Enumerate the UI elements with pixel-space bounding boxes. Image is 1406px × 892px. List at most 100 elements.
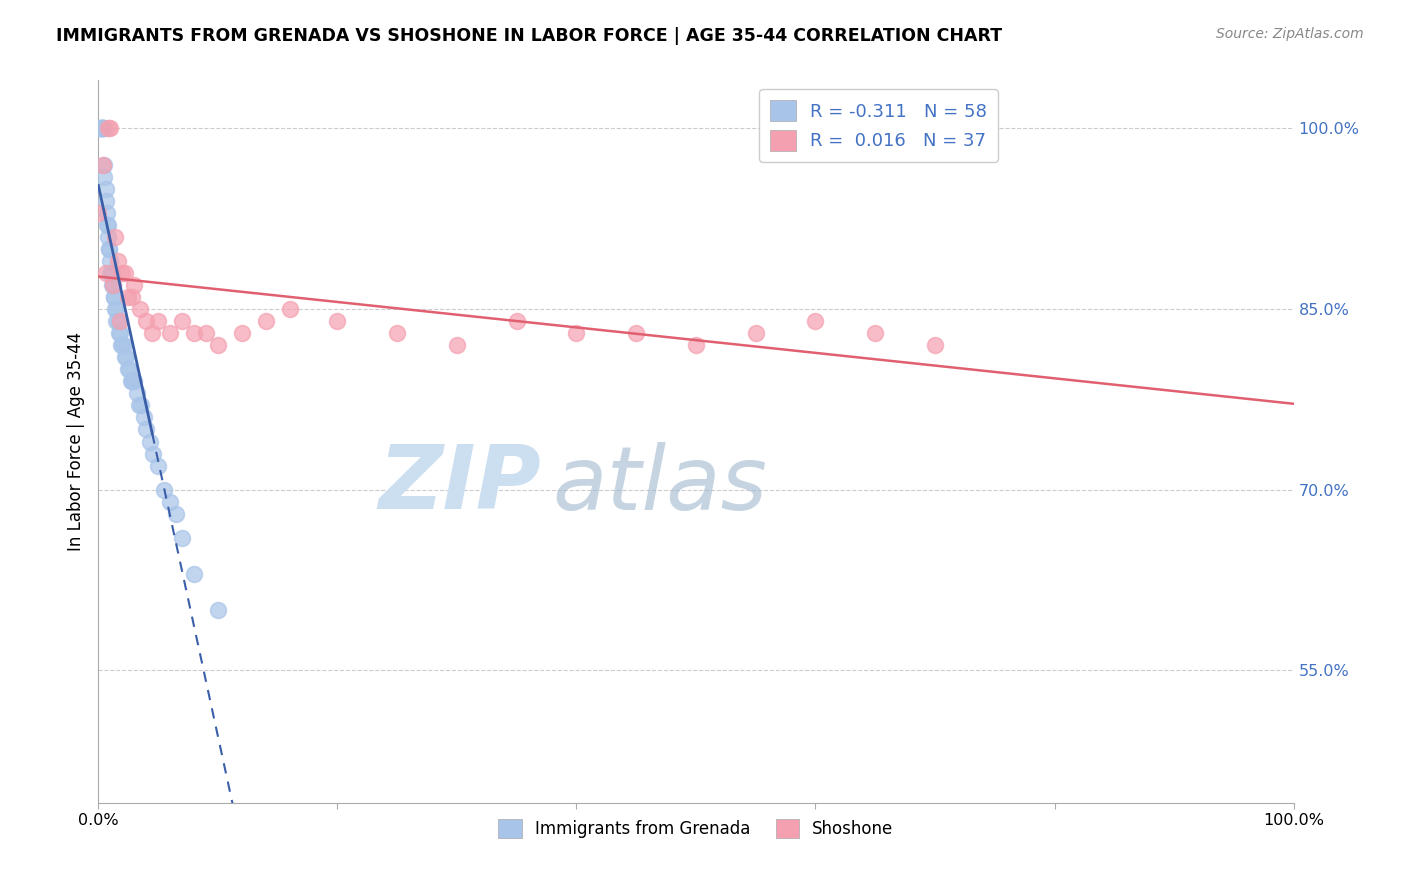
- Text: Source: ZipAtlas.com: Source: ZipAtlas.com: [1216, 27, 1364, 41]
- Point: [98, 121, 122, 136]
- Point: [745, 326, 768, 341]
- Point: [103, 290, 125, 304]
- Point: [111, 266, 134, 280]
- Point: [90, 121, 112, 136]
- Point: [135, 314, 157, 328]
- Point: [141, 326, 163, 341]
- Text: IMMIGRANTS FROM GRENADA VS SHOSHONE IN LABOR FORCE | AGE 35-44 CORRELATION CHART: IMMIGRANTS FROM GRENADA VS SHOSHONE IN L…: [56, 27, 1002, 45]
- Point: [165, 507, 187, 521]
- Point: [105, 301, 128, 317]
- Point: [97, 218, 120, 232]
- Point: [159, 326, 181, 341]
- Point: [506, 314, 529, 328]
- Point: [87, 121, 110, 136]
- Point: [98, 266, 122, 280]
- Point: [91, 121, 114, 136]
- Point: [94, 182, 117, 196]
- Point: [121, 290, 143, 304]
- Point: [96, 205, 118, 219]
- Point: [108, 314, 131, 328]
- Point: [565, 326, 588, 341]
- Legend: Immigrants from Grenada, Shoshone: Immigrants from Grenada, Shoshone: [492, 813, 900, 845]
- Point: [124, 278, 146, 293]
- Point: [129, 301, 152, 317]
- Point: [108, 326, 131, 341]
- Point: [118, 362, 141, 376]
- Point: [120, 375, 142, 389]
- Point: [114, 266, 136, 280]
- Point: [93, 169, 115, 184]
- Point: [195, 326, 218, 341]
- Point: [446, 338, 468, 352]
- Point: [131, 398, 153, 412]
- Point: [107, 254, 129, 268]
- Text: atlas: atlas: [553, 442, 768, 528]
- Point: [93, 121, 115, 136]
- Point: [87, 121, 110, 136]
- Point: [93, 158, 115, 172]
- Point: [104, 230, 127, 244]
- Point: [135, 423, 157, 437]
- Point: [101, 278, 124, 293]
- Point: [153, 483, 176, 497]
- Point: [96, 218, 118, 232]
- Point: [100, 266, 122, 280]
- Y-axis label: In Labor Force | Age 35-44: In Labor Force | Age 35-44: [66, 332, 84, 551]
- Point: [183, 326, 205, 341]
- Point: [91, 121, 114, 136]
- Point: [326, 314, 349, 328]
- Point: [97, 121, 120, 136]
- Point: [107, 314, 129, 328]
- Point: [107, 326, 129, 341]
- Point: [98, 242, 121, 256]
- Point: [148, 314, 170, 328]
- Point: [128, 398, 150, 412]
- Point: [98, 242, 121, 256]
- Point: [139, 434, 162, 449]
- Point: [172, 314, 194, 328]
- Point: [104, 301, 127, 317]
- Point: [90, 121, 112, 136]
- Point: [142, 447, 165, 461]
- Point: [207, 338, 229, 352]
- Point: [172, 531, 194, 545]
- Point: [91, 121, 114, 136]
- Point: [924, 338, 946, 352]
- Point: [91, 158, 114, 172]
- Point: [278, 301, 301, 317]
- Point: [105, 314, 128, 328]
- Point: [117, 290, 139, 304]
- Point: [114, 350, 136, 364]
- Point: [132, 410, 155, 425]
- Point: [94, 266, 117, 280]
- Point: [626, 326, 648, 341]
- Point: [87, 121, 110, 136]
- Point: [115, 350, 138, 364]
- Point: [94, 194, 117, 208]
- Point: [101, 278, 124, 293]
- Point: [112, 338, 135, 352]
- Point: [183, 567, 205, 582]
- Point: [91, 121, 114, 136]
- Point: [231, 326, 253, 341]
- Point: [148, 458, 170, 473]
- Point: [97, 230, 120, 244]
- Point: [100, 278, 122, 293]
- Point: [159, 495, 181, 509]
- Point: [111, 338, 134, 352]
- Text: ZIP: ZIP: [378, 442, 541, 528]
- Point: [685, 338, 707, 352]
- Point: [124, 375, 146, 389]
- Point: [110, 338, 132, 352]
- Point: [98, 254, 122, 268]
- Point: [87, 205, 110, 219]
- Point: [865, 326, 887, 341]
- Point: [91, 121, 114, 136]
- Point: [804, 314, 827, 328]
- Point: [254, 314, 277, 328]
- Point: [117, 362, 139, 376]
- Point: [207, 603, 229, 617]
- Point: [121, 375, 143, 389]
- Point: [125, 386, 148, 401]
- Point: [385, 326, 409, 341]
